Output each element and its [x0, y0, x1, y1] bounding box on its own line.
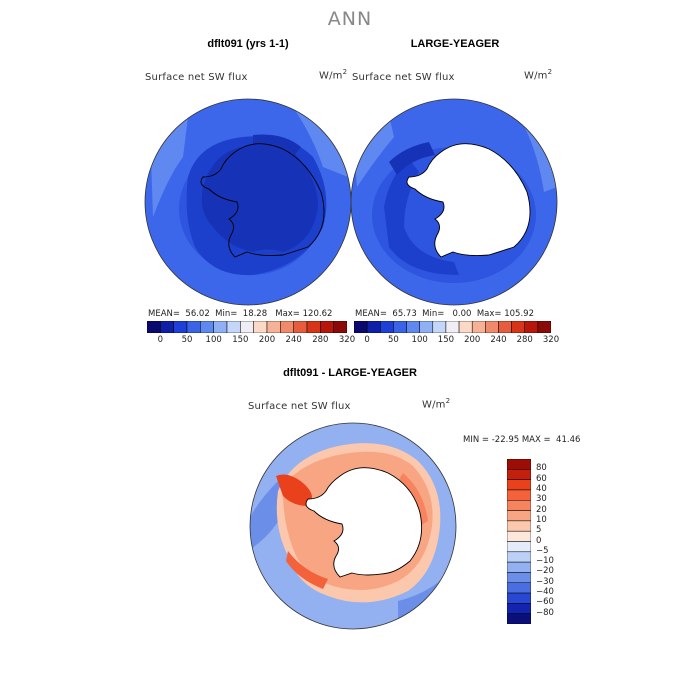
- right-colorbar-swatch: [432, 321, 447, 333]
- left-units-label: W/m2: [319, 68, 348, 82]
- diff-colorbar-swatch: [507, 479, 531, 491]
- diff-colorbar-swatch: [507, 613, 531, 624]
- diff-colorbar-tick-label: 20: [536, 504, 547, 515]
- diff-colorbar-tick-label: −20: [536, 566, 554, 577]
- left-polar-map: [144, 98, 352, 306]
- right-colorbar-swatch: [380, 321, 394, 333]
- left-colorbar-tick-label: 100: [205, 335, 222, 345]
- diff-colorbar-tick-label: −30: [536, 576, 554, 587]
- left-colorbar-swatch: [147, 321, 161, 333]
- left-colorbar-swatch: [293, 321, 308, 333]
- diff-colorbar-swatch: [507, 469, 531, 480]
- right-colorbar-labels: 0 50 100 150 200 240 280 320: [354, 335, 559, 347]
- right-colorbar-tick-label: 150: [437, 335, 455, 345]
- diff-colorbar-swatch: [507, 603, 531, 614]
- right-colorbar-tick-label: 0: [364, 335, 370, 345]
- diff-colorbar-swatch: [507, 592, 531, 604]
- diff-colorbar-tick-label: −10: [536, 556, 554, 567]
- right-colorbar-swatch: [366, 321, 381, 333]
- right-colorbar-tick-label: 50: [387, 335, 399, 345]
- left-stats: MEAN= 56.02 Min= 18.28 Max= 120.62: [148, 309, 333, 319]
- left-panel-title: dflt091 (yrs 1-1): [207, 38, 289, 50]
- right-panel-title: LARGE-YEAGER: [410, 38, 500, 50]
- diff-colorbar-tick-label: 10: [536, 514, 547, 525]
- right-colorbar-swatch: [485, 321, 499, 333]
- diff-colorbar-swatch: [507, 561, 531, 573]
- diff-colorbar-tick-label: 5: [536, 525, 542, 536]
- diff-colorbar-tick-label: 60: [536, 473, 547, 484]
- left-colorbar-swatch: [266, 321, 281, 333]
- right-colorbar-tick-label: 320: [542, 335, 560, 345]
- left-colorbar-swatch: [280, 321, 294, 333]
- right-colorbar-swatch: [524, 321, 539, 333]
- left-colorbar-tick-label: 0: [157, 335, 164, 345]
- right-colorbar-swatch: [354, 321, 368, 333]
- diff-colorbar-swatch: [507, 459, 531, 470]
- diff-colorbar-tick-label: −40: [536, 587, 554, 598]
- left-colorbar-swatch: [253, 321, 268, 333]
- diff-colorbar-tick-label: −60: [536, 597, 554, 608]
- left-colorbar-tick-label: 50: [181, 335, 193, 345]
- diff-stats: MIN = -22.95 MAX = 41.46: [463, 435, 581, 445]
- left-colorbar-swatch: [173, 321, 188, 333]
- diff-colorbar-swatch: [507, 551, 531, 563]
- left-colorbar-swatch: [186, 321, 201, 333]
- diff-colorbar-swatch: [507, 541, 531, 553]
- right-colorbar-swatch: [419, 321, 434, 333]
- left-colorbar-swatch: [333, 321, 347, 333]
- right-colorbar-tick-label: 100: [411, 335, 428, 345]
- left-colorbar-tick-label: 240: [285, 335, 302, 345]
- diff-colorbar-swatch: [507, 520, 531, 532]
- diff-colorbar-swatch: [507, 582, 531, 594]
- diff-polar-map: [249, 422, 457, 630]
- right-colorbar-swatch: [537, 321, 551, 333]
- right-colorbar-swatch: [498, 321, 512, 333]
- diff-colorbar-swatch: [507, 510, 531, 522]
- right-colorbar-swatch: [458, 321, 473, 333]
- figure-title: ANN: [327, 8, 373, 30]
- left-colorbar-swatch: [200, 321, 214, 333]
- right-colorbar-tick-label: 240: [490, 335, 507, 345]
- left-colorbar-swatch: [320, 321, 334, 333]
- left-colorbar-swatch: [213, 321, 228, 333]
- diff-colorbar-swatch: [507, 572, 531, 583]
- right-colorbar-swatch: [393, 321, 407, 333]
- right-variable-label: Surface net SW flux: [352, 72, 455, 83]
- diff-colorbar-tick-label: 40: [536, 483, 547, 494]
- right-colorbar-swatch: [406, 321, 420, 333]
- diff-variable-label: Surface net SW flux: [248, 401, 351, 412]
- diff-panel-title: dflt091 - LARGE-YEAGER: [283, 367, 417, 379]
- left-colorbar-tick-label: 200: [258, 335, 276, 345]
- diff-colorbar-tick-label: −80: [536, 607, 554, 618]
- diff-colorbar-tick-label: −5: [536, 545, 549, 556]
- diff-units-label: W/m2: [422, 397, 451, 411]
- right-colorbar-swatch: [511, 321, 525, 333]
- diff-colorbar-tick-label: 30: [536, 494, 547, 505]
- right-colorbar-swatch: [445, 321, 460, 333]
- right-colorbar-tick-label: 280: [516, 335, 533, 345]
- diff-colorbar-swatch: [507, 530, 531, 542]
- right-stats: MEAN= 65.73 Min= 0.00 Max= 105.92: [355, 309, 534, 319]
- left-variable-label: Surface net SW flux: [145, 72, 248, 83]
- left-colorbar-tick-label: 150: [232, 335, 249, 345]
- diff-colorbar-swatch: [507, 500, 531, 511]
- diff-colorbar-tick-label: 80: [536, 463, 547, 474]
- left-colorbar-tick-label: 280: [312, 335, 329, 345]
- diff-colorbar-labels: 80 60 40 30 20 10 5 0 −5 −10 −20 −30 −40 −60 −80: [536, 459, 576, 624]
- left-colorbar: [147, 321, 347, 333]
- right-colorbar-tick-label: 200: [464, 335, 481, 345]
- right-polar-map: [350, 98, 558, 306]
- left-colorbar-swatch: [160, 321, 174, 333]
- diff-colorbar-tick-label: 0: [536, 535, 542, 546]
- left-colorbar-swatch: [226, 321, 241, 333]
- right-colorbar: [354, 321, 551, 333]
- right-units-label: W/m2: [524, 68, 553, 82]
- left-colorbar-swatch: [240, 321, 254, 333]
- diff-colorbar-swatch: [507, 489, 531, 501]
- diff-colorbar: [507, 459, 531, 624]
- left-colorbar-swatch: [306, 321, 321, 333]
- left-colorbar-labels: 0 50 100 150 200 240 280 320: [147, 335, 356, 347]
- right-colorbar-swatch: [471, 321, 486, 333]
- left-colorbar-tick-label: 320: [338, 335, 356, 345]
